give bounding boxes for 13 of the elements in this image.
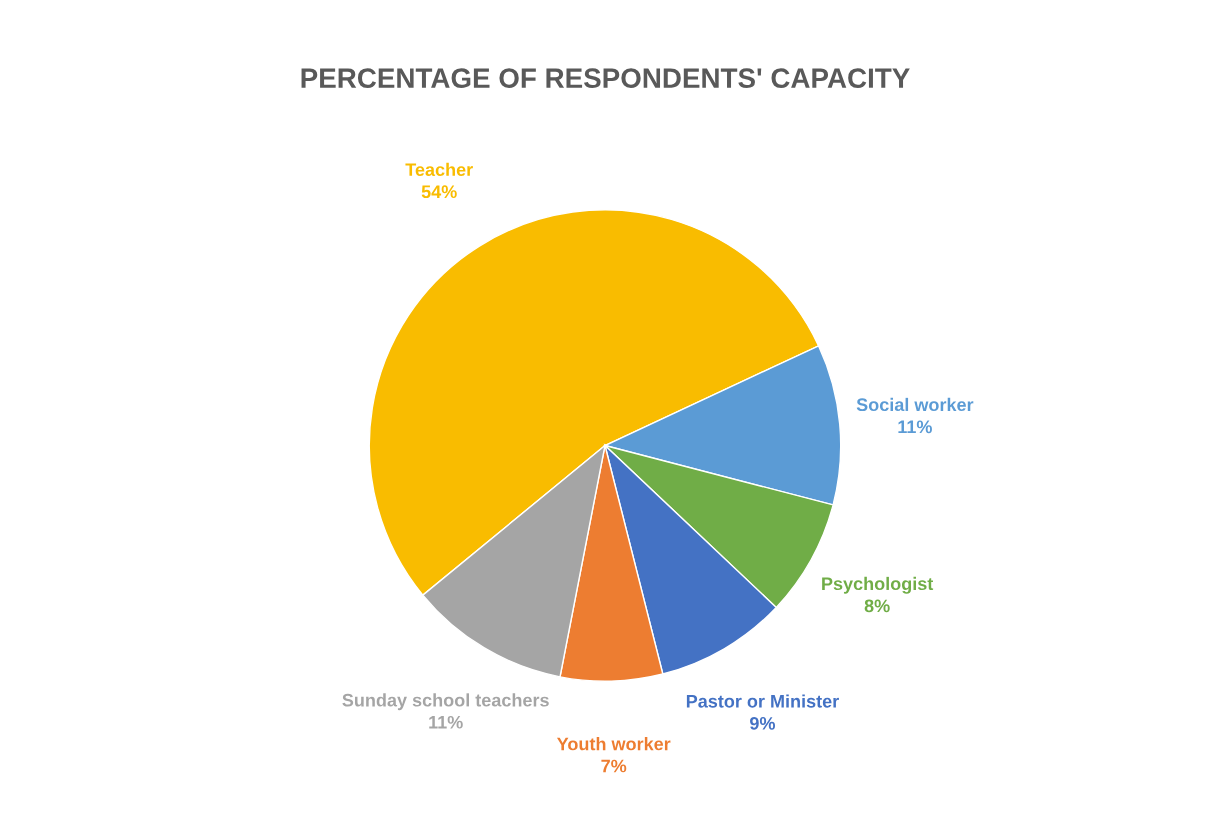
slice-label: Sunday school teachers (342, 693, 549, 711)
slice-label: Social worker (856, 397, 974, 412)
data-label: 9% (750, 716, 776, 730)
slice-label: Pastor or Minister (686, 694, 839, 708)
data-label: 11% (898, 420, 932, 434)
data-label: 7% (601, 759, 627, 773)
data-label: 54% (421, 185, 457, 199)
slice-label: Teacher (405, 162, 473, 177)
slice-label: Psychologist (822, 576, 934, 594)
data-label: 8% (864, 599, 890, 613)
chart-title: PERCENTAGE OF RESPONDENTS' CAPACITY (301, 68, 910, 88)
data-label: 11% (429, 715, 463, 729)
slice-label: Youth worker (556, 737, 671, 751)
